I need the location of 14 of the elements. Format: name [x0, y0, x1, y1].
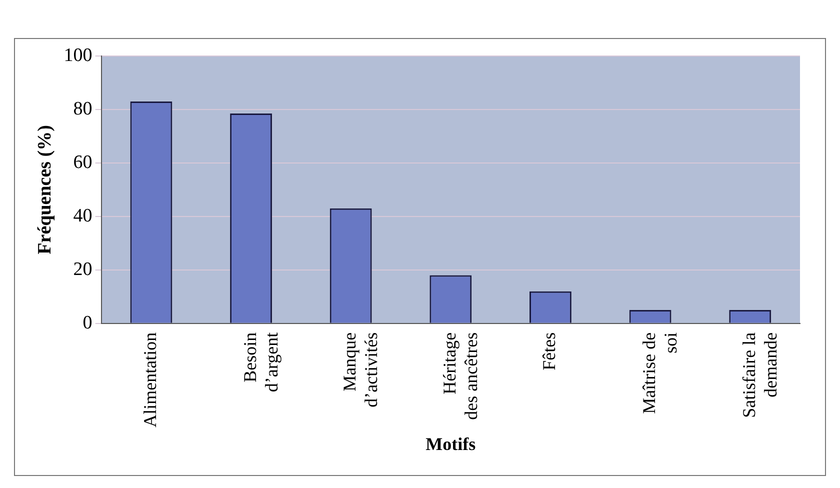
- y-tick-label: 40: [73, 205, 92, 226]
- y-tick-label: 20: [73, 258, 92, 280]
- y-tick-label: 100: [64, 44, 92, 66]
- y-tick-label: 80: [73, 98, 92, 120]
- y-axis-title: Fréquences (%): [34, 125, 56, 254]
- x-tick-label: Besoin d’argent: [240, 332, 282, 392]
- x-axis-title: Motifs: [426, 434, 476, 454]
- y-tick-label: 0: [82, 312, 92, 334]
- x-tick-label: Satisfaire la demande: [738, 332, 780, 418]
- x-tick-label: Fêtes: [539, 332, 560, 370]
- x-tick-label: Alimentation: [140, 332, 160, 428]
- y-tick-label: 60: [73, 152, 92, 173]
- x-tick-label: Manque d’activités: [340, 332, 382, 408]
- x-tick-label: Maîtrise de soi: [639, 332, 681, 414]
